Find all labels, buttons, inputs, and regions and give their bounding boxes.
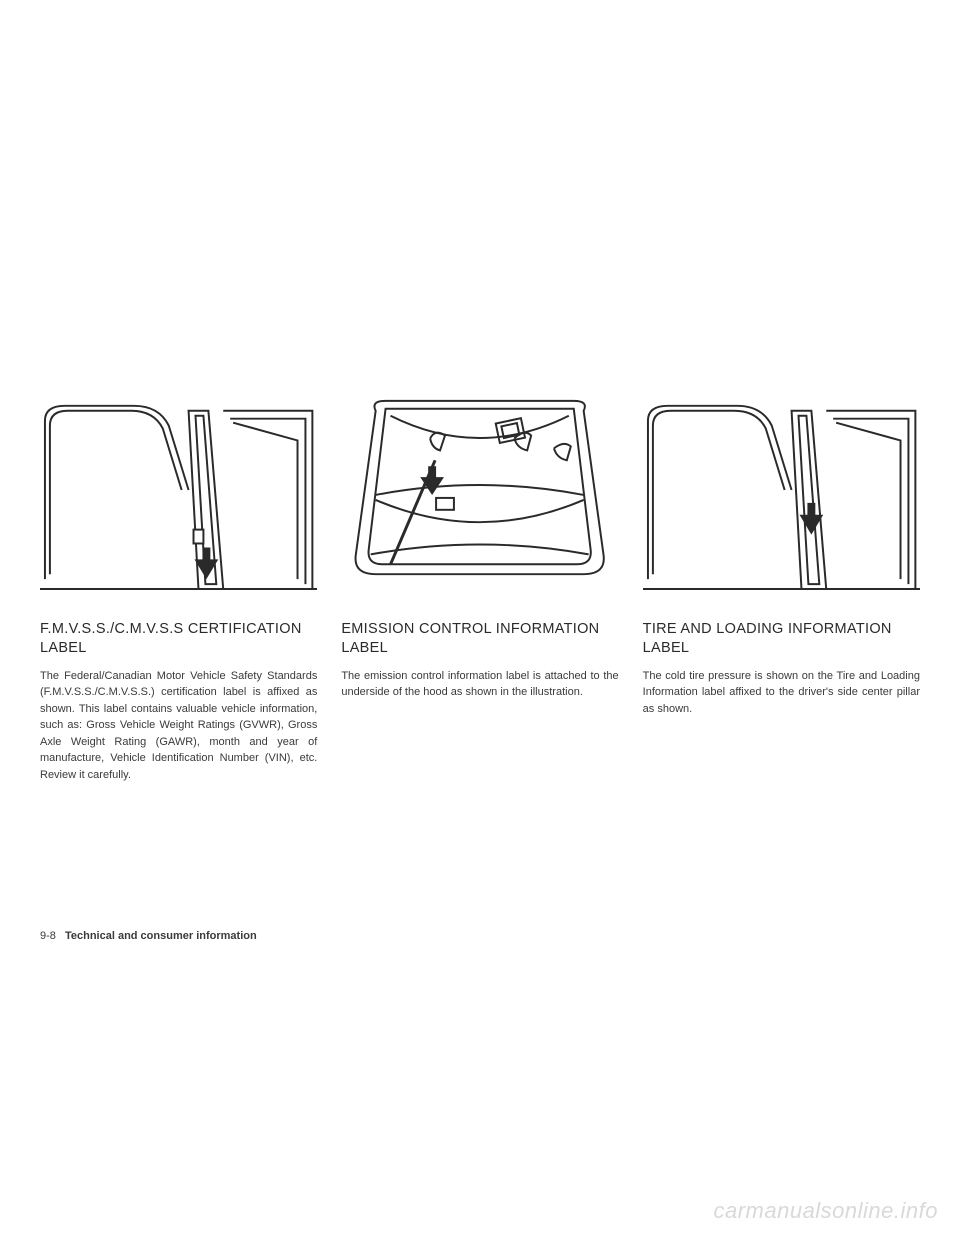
watermark-text: carmanualsonline.info [713,1198,938,1224]
heading-emission: EMISSION CONTROL INFORMATION LABEL [341,620,618,658]
page-footer: 9-8 Technical and consumer information [40,930,257,942]
body-emission: The emission control information label i… [341,668,618,701]
column-3: TIRE AND LOADING INFORMATION LABEL The c… [643,380,920,783]
diagram-emission-label [341,380,618,600]
pillar-diagram-right-icon [643,380,920,600]
diagram-certification-label [40,380,317,600]
columns-container: F.M.V.S.S./C.M.V.S.S CERTIFICATION LABEL… [40,380,920,783]
pillar-diagram-left-icon [40,380,317,600]
body-tire: The cold tire pressure is shown on the T… [643,668,920,718]
diagram-tire-label [643,380,920,600]
column-1: F.M.V.S.S./C.M.V.S.S CERTIFICATION LABEL… [40,380,317,783]
footer-section-title: Technical and consumer information [65,930,257,942]
heading-tire: TIRE AND LOADING INFORMATION LABEL [643,620,920,658]
body-certification: The Federal/Canadian Motor Vehicle Safet… [40,668,317,784]
heading-certification: F.M.V.S.S./C.M.V.S.S CERTIFICATION LABEL [40,620,317,658]
footer-page-number: 9-8 [40,930,56,942]
column-2: EMISSION CONTROL INFORMATION LABEL The e… [341,380,618,783]
hood-underside-icon [341,380,618,600]
